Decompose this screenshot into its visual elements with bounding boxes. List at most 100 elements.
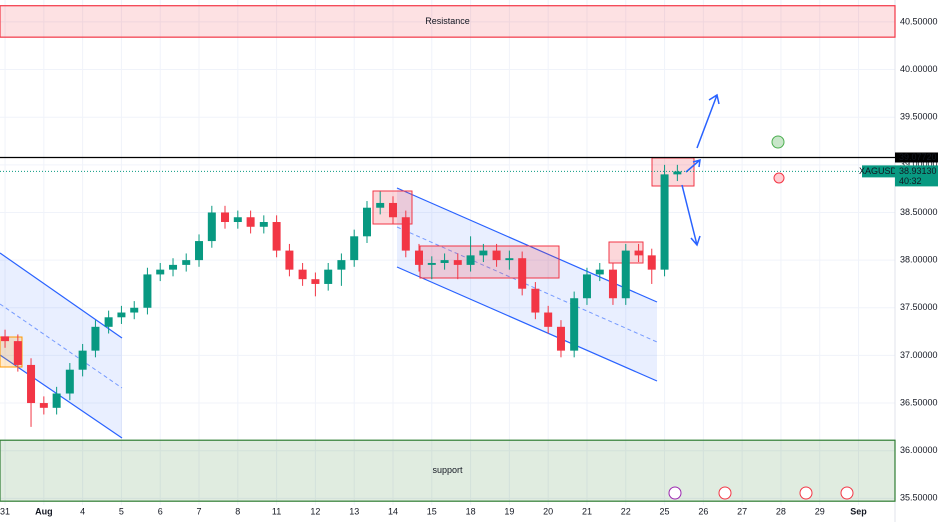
price-label: 38.93130: [899, 166, 937, 176]
x-tick-label: 31: [0, 506, 10, 516]
candle-body: [440, 260, 449, 263]
y-tick-label: 40.50000: [900, 16, 938, 26]
box: [651, 157, 695, 187]
x-tick-label: 28: [776, 506, 786, 516]
y-tick-label: 36.00000: [900, 445, 938, 455]
y-tick-label: 37.00000: [900, 350, 938, 360]
candle-body: [143, 274, 152, 308]
candle-body: [27, 364, 36, 404]
y-tick-label: 39.00000: [900, 159, 938, 169]
x-tick-label: 21: [582, 506, 592, 516]
event-icon[interactable]: [840, 486, 854, 500]
candle-body: [531, 288, 540, 313]
symbol-tag: [862, 165, 895, 178]
candle-body: [337, 260, 346, 270]
x-tick-label: 4: [80, 506, 85, 516]
x-tick-label: 20: [543, 506, 553, 516]
x-tick-label: 11: [272, 506, 281, 516]
candle-body: [298, 269, 307, 280]
x-tick-label: 7: [197, 506, 202, 516]
candle-body: [647, 255, 656, 270]
level-tag: [895, 152, 938, 163]
candle-body: [156, 269, 165, 275]
x-tick-label: 26: [698, 506, 708, 516]
candle-body: [311, 279, 320, 284]
x-tick-label: Aug: [35, 506, 53, 516]
zone-label: support: [432, 465, 463, 475]
candle-body: [169, 264, 178, 270]
background: [0, 0, 896, 522]
y-tick-label: 37.50000: [900, 302, 938, 312]
y-tick-label: 39.50000: [900, 112, 938, 122]
zone: [0, 439, 896, 502]
candle-body: [673, 171, 682, 175]
candle-body: [350, 236, 359, 261]
x-tick-label: 6: [158, 506, 163, 516]
x-tick-label: 27: [737, 506, 747, 516]
y-tick-label: 38.50000: [900, 207, 938, 217]
candle-body: [195, 241, 204, 261]
candles: [1, 164, 682, 427]
y-tick-label: 36.50000: [900, 397, 938, 407]
x-tick-label: 15: [427, 506, 437, 516]
candle-body: [182, 260, 191, 265]
marker: [771, 135, 785, 149]
x-tick-label: 19: [504, 506, 514, 516]
candle-body: [556, 326, 565, 351]
y-tick-label: 38.00000: [900, 254, 938, 264]
candle-body: [479, 250, 488, 256]
candle-body: [221, 212, 230, 223]
x-tick-label: 22: [621, 506, 631, 516]
candle-body: [453, 260, 462, 265]
candle-body: [570, 298, 579, 351]
symbol-label: XAGUSD: [859, 166, 898, 176]
candle-body: [117, 312, 126, 318]
channel-line: [0, 354, 123, 439]
candle-body: [104, 317, 113, 327]
drawings: [0, 93, 895, 500]
x-tick-label: 14: [388, 506, 398, 516]
candle-body: [91, 326, 100, 351]
level-label: 39.07720: [899, 152, 937, 162]
x-tick-label: 18: [466, 506, 476, 516]
candle-body: [634, 250, 643, 256]
candle-body: [259, 222, 268, 227]
candle-body: [39, 403, 48, 408]
event-icon[interactable]: [668, 486, 682, 500]
candle-body: [376, 202, 385, 208]
candle-body: [1, 336, 10, 342]
arrow: [681, 184, 701, 247]
x-tick-label: 12: [310, 506, 320, 516]
channel-midline: [396, 226, 658, 343]
candle-body: [52, 393, 61, 408]
marker: [773, 172, 785, 184]
candle-body: [660, 174, 669, 270]
candle-body: [65, 369, 74, 394]
candle-body: [13, 341, 22, 365]
x-tick-label: 25: [660, 506, 670, 516]
event-icon[interactable]: [799, 486, 813, 500]
event-icon[interactable]: [718, 486, 732, 500]
candle-body: [272, 222, 281, 251]
x-tick-label: 29: [815, 506, 825, 516]
candle-body: [285, 250, 294, 270]
candle-body: [363, 207, 372, 237]
x-tick-label: 8: [235, 506, 240, 516]
candle-body: [544, 312, 553, 327]
candle-body: [130, 307, 139, 313]
candle-body: [518, 258, 527, 289]
candle-body: [401, 217, 410, 251]
arrow: [696, 93, 720, 149]
x-tick-label: 13: [349, 506, 359, 516]
channel-line: [396, 266, 658, 382]
candle-body: [78, 350, 87, 370]
arrow: [685, 158, 701, 173]
candle-body: [492, 250, 501, 261]
price-tag: [895, 165, 938, 187]
y-tick-label: 35.50000: [900, 493, 938, 503]
countdown-label: 40:32: [899, 176, 922, 186]
zone: [0, 5, 896, 38]
candle-body: [233, 217, 242, 223]
y-tick-label: 40.00000: [900, 64, 938, 74]
